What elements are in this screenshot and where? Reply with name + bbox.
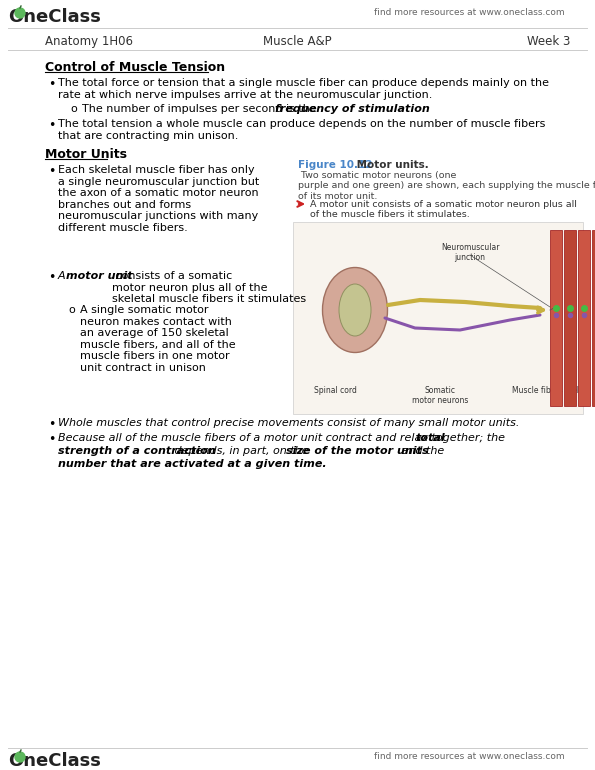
Text: A motor unit consists of a somatic motor neuron plus all
of the muscle fibers it: A motor unit consists of a somatic motor…: [310, 200, 577, 219]
Text: Whole muscles that control precise movements consist of many small motor units.: Whole muscles that control precise movem…: [58, 418, 519, 428]
Bar: [564, 230, 576, 406]
Bar: [578, 230, 590, 406]
Text: Week 3: Week 3: [527, 35, 570, 48]
Text: o: o: [68, 305, 75, 315]
Text: A: A: [58, 271, 69, 281]
Text: frequency of stimulation: frequency of stimulation: [275, 104, 430, 114]
Text: Because all of the muscle fibers of a motor unit contract and relax together; th: Because all of the muscle fibers of a mo…: [58, 433, 509, 443]
Text: •: •: [48, 418, 55, 431]
Ellipse shape: [339, 284, 371, 336]
Text: •: •: [48, 433, 55, 446]
Text: consists of a somatic
motor neuron plus all of the
skeletal muscle fibers it sti: consists of a somatic motor neuron plus …: [112, 271, 306, 304]
Text: Motor units.: Motor units.: [353, 160, 429, 170]
Circle shape: [15, 752, 25, 762]
Text: Spinal cord: Spinal cord: [314, 386, 356, 395]
Text: Each skeletal muscle fiber has only
a single neuromuscular junction but
the axon: Each skeletal muscle fiber has only a si…: [58, 165, 259, 233]
Text: and the: and the: [398, 446, 444, 456]
Text: A single somatic motor
neuron makes contact with
an average of 150 skeletal
musc: A single somatic motor neuron makes cont…: [80, 305, 236, 373]
Text: Somatic
motor neurons: Somatic motor neurons: [412, 386, 468, 405]
Text: Muscle A&P: Muscle A&P: [262, 35, 331, 48]
Text: o: o: [70, 104, 77, 114]
Text: Neuromuscular
junction: Neuromuscular junction: [441, 243, 499, 263]
Text: find more resources at www.oneclass.com: find more resources at www.oneclass.com: [374, 752, 565, 761]
Text: motor unit: motor unit: [66, 271, 133, 281]
Text: size of the motor units: size of the motor units: [286, 446, 428, 456]
Text: depends, in part, on the: depends, in part, on the: [171, 446, 312, 456]
Text: OneClass: OneClass: [8, 752, 101, 770]
Text: Two somatic motor neurons (one
purple and one green) are shown, each supplying t: Two somatic motor neurons (one purple an…: [298, 171, 595, 201]
Text: total: total: [416, 433, 446, 443]
Circle shape: [15, 8, 25, 18]
Text: OneClass: OneClass: [8, 8, 101, 26]
Text: •: •: [48, 271, 55, 284]
Text: Muscle fibers (cells): Muscle fibers (cells): [512, 386, 588, 395]
Text: Control of Muscle Tension: Control of Muscle Tension: [45, 61, 225, 74]
Ellipse shape: [322, 267, 387, 353]
Text: The total force or tension that a single muscle fiber can produce depends mainly: The total force or tension that a single…: [58, 78, 549, 99]
Text: •: •: [48, 119, 55, 132]
Bar: [592, 230, 595, 406]
Text: strength of a contraction: strength of a contraction: [58, 446, 215, 456]
Text: find more resources at www.oneclass.com: find more resources at www.oneclass.com: [374, 8, 565, 17]
Bar: [550, 230, 562, 406]
Bar: [293, 222, 583, 414]
Text: The total tension a whole muscle can produce depends on the number of muscle fib: The total tension a whole muscle can pro…: [58, 119, 546, 141]
Text: Motor Units: Motor Units: [45, 148, 127, 161]
Text: Anatomy 1H06: Anatomy 1H06: [45, 35, 133, 48]
Text: number that are activated at a given time.: number that are activated at a given tim…: [58, 459, 327, 469]
Text: •: •: [48, 78, 55, 91]
Text: The number of impulses per second is the: The number of impulses per second is the: [82, 104, 320, 114]
Text: Figure 10.12: Figure 10.12: [298, 160, 372, 170]
Text: •: •: [48, 165, 55, 178]
